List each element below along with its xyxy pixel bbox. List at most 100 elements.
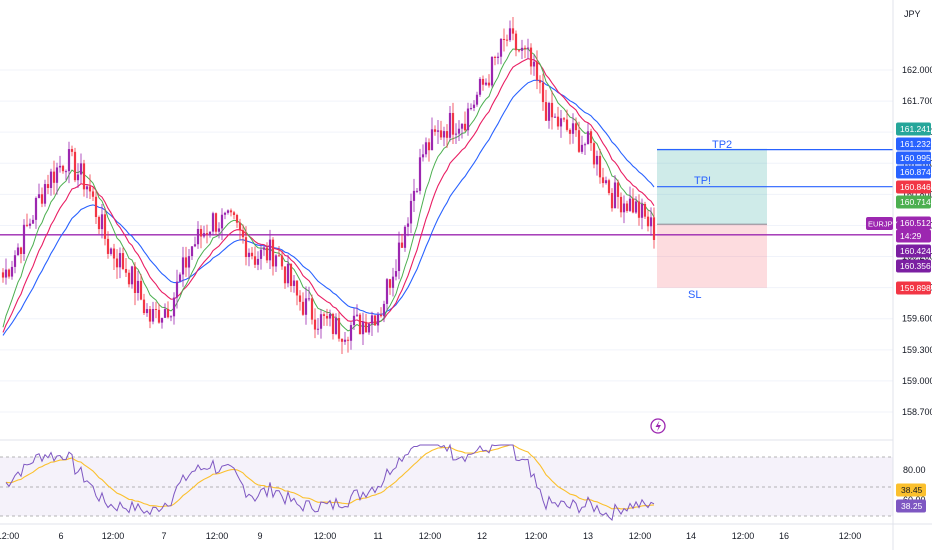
candle-body xyxy=(478,78,482,95)
candle-body xyxy=(1,272,5,278)
candle-body xyxy=(385,279,389,304)
candle-body xyxy=(247,252,251,258)
price-badge-label: 14:29 xyxy=(900,231,922,241)
candle-body xyxy=(190,246,194,257)
price-badge-label: 160.995 xyxy=(900,153,931,163)
price-badge-label: 160.356 xyxy=(900,261,931,271)
candle-body xyxy=(568,129,572,134)
price-badge xyxy=(896,122,931,136)
candle-body xyxy=(73,151,77,181)
candle-body xyxy=(226,210,230,213)
candle-body xyxy=(601,177,605,184)
candle-body xyxy=(88,186,92,192)
candle-body xyxy=(97,217,101,230)
candle-body xyxy=(304,298,308,315)
candle-body xyxy=(487,82,491,86)
price-badge-label: 159.898 xyxy=(900,283,931,293)
price-badge-label: 160.714 xyxy=(900,197,931,207)
lightning-icon[interactable] xyxy=(650,418,666,434)
candle-body xyxy=(649,217,653,227)
time-label: 12:00 xyxy=(732,531,755,541)
time-label: 12:00 xyxy=(206,531,229,541)
time-axis[interactable]: 12:00 6 12:00 7 12:00 9 12:00 11 12:00 12 12:00 13 1… xyxy=(0,523,932,541)
candle-body xyxy=(85,186,89,190)
candle-body xyxy=(121,253,125,269)
time-label: 12:00 xyxy=(629,531,652,541)
candle-body xyxy=(613,182,617,209)
candle-body xyxy=(358,314,362,335)
ma-mid-line xyxy=(2,58,655,333)
price-badge xyxy=(896,259,931,273)
level-lines[interactable] xyxy=(0,148,893,236)
candle-body xyxy=(400,242,404,248)
candle-body xyxy=(169,316,173,318)
candle-body xyxy=(622,203,626,213)
candle-body xyxy=(580,144,584,152)
price-badge xyxy=(896,195,931,209)
price-badge xyxy=(896,180,931,194)
rsi-pane xyxy=(0,439,932,521)
price-badge xyxy=(896,281,931,295)
time-label: 6 xyxy=(58,531,63,541)
candle-body xyxy=(565,119,569,130)
candle-body xyxy=(442,131,446,138)
candle-body xyxy=(457,128,461,134)
candle-body xyxy=(49,171,53,188)
candle-body xyxy=(46,184,50,188)
candle-body xyxy=(541,82,545,103)
candle-body xyxy=(451,112,455,135)
candle-body xyxy=(556,116,560,127)
symbol-label: EURJPY xyxy=(868,220,898,229)
time-label: 12:00 xyxy=(0,531,19,541)
candle-body xyxy=(625,203,629,211)
candle-body xyxy=(277,255,281,257)
candle-body xyxy=(343,339,347,342)
candle-body xyxy=(187,256,191,268)
rsi-badge-label: 38.25 xyxy=(901,501,923,511)
time-label: 12:00 xyxy=(314,531,337,541)
candle-body xyxy=(229,210,233,213)
candle-body xyxy=(16,247,20,256)
candle-body xyxy=(376,314,380,326)
candle-body xyxy=(118,253,122,268)
position-tool[interactable] xyxy=(657,148,767,288)
candle-body xyxy=(178,274,182,282)
candle-body xyxy=(136,280,140,293)
candle-body xyxy=(415,190,419,192)
time-label: 12 xyxy=(477,531,487,541)
candle-body xyxy=(445,131,449,138)
candle-body xyxy=(553,116,557,118)
price-badge xyxy=(896,244,931,258)
candle-body xyxy=(490,56,494,86)
rsi-band xyxy=(0,457,893,516)
candle-body xyxy=(280,255,284,267)
price-badge xyxy=(896,137,931,151)
candle-body xyxy=(367,323,371,333)
currency-label: JPY xyxy=(904,9,921,19)
candle-body xyxy=(475,94,479,105)
price-tick-label: 158.700 xyxy=(902,407,932,417)
time-label: 14 xyxy=(686,531,696,541)
candle-body xyxy=(571,123,575,134)
candle-body xyxy=(154,308,158,310)
candle-body xyxy=(157,309,161,323)
candle-body xyxy=(283,266,287,284)
candle-body xyxy=(79,163,83,175)
candle-body xyxy=(508,28,512,41)
candle-body xyxy=(211,213,215,232)
loss-zone[interactable] xyxy=(657,224,767,288)
candle-body xyxy=(454,133,458,135)
candle-body xyxy=(610,193,614,209)
price-scale[interactable]: JPY 162.000161.700161.400161.100160.8001… xyxy=(892,0,932,550)
time-label: 12:00 xyxy=(525,531,548,541)
symbol-tag[interactable]: EURJPY xyxy=(866,217,898,230)
candle-body xyxy=(424,142,428,155)
candle-body xyxy=(418,157,422,191)
candle-body xyxy=(256,258,260,265)
price-badge-label: 160.846 xyxy=(900,182,931,192)
candle-body xyxy=(403,226,407,248)
time-label: 12:00 xyxy=(839,531,862,541)
candle-body xyxy=(34,198,38,220)
candle-body xyxy=(352,315,356,326)
